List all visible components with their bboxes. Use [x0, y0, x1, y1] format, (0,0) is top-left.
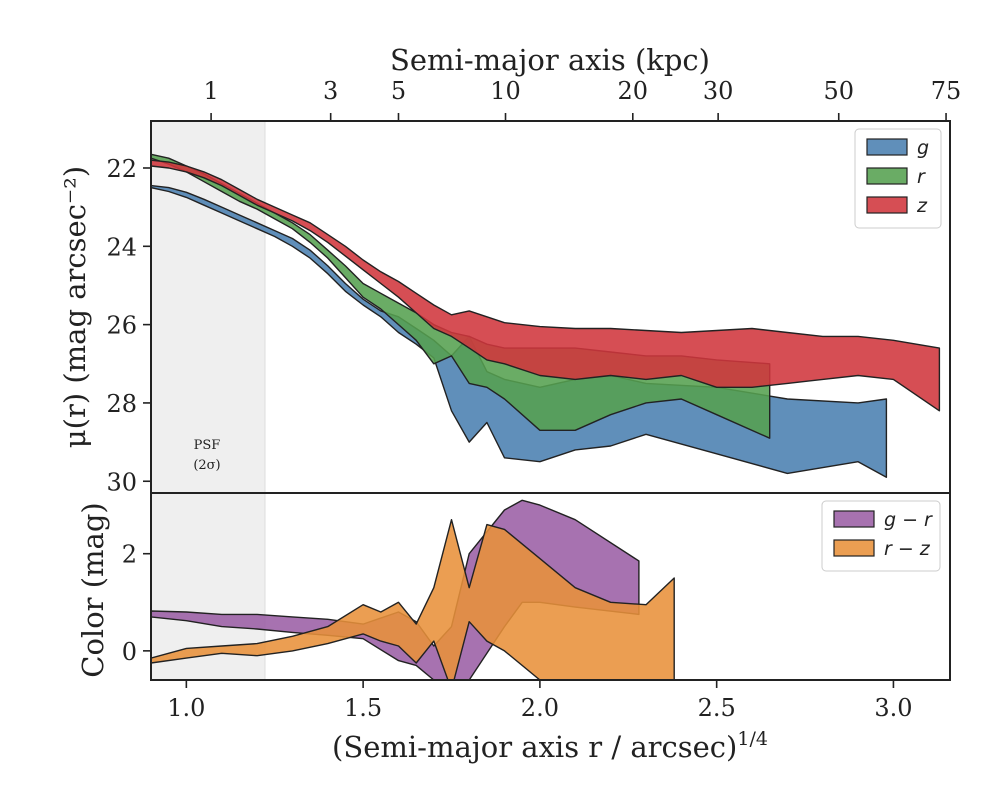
top-y-tick-label: 28	[106, 390, 137, 418]
legend-swatch	[866, 196, 908, 214]
x-tick-label: 1.5	[344, 694, 382, 722]
color-band-1	[151, 519, 675, 680]
bottom-panel-frame	[150, 492, 951, 681]
top-y-tick-label: 26	[106, 312, 137, 340]
top-x-tick-label: 30	[703, 77, 734, 105]
legend-label: g − r	[884, 509, 933, 531]
legend-label: z	[916, 195, 928, 217]
bottom-y-axis-label: Color (mag)	[76, 502, 110, 677]
top-y-tick-label: 30	[106, 468, 137, 496]
legend-label: r	[917, 166, 926, 188]
psf-label: PSF	[194, 438, 221, 453]
x-tick-label: 2.0	[521, 694, 559, 722]
legend-swatch	[833, 539, 875, 557]
top-y-axis-label: μ(r) (mag arcsec⁻²)	[58, 166, 92, 448]
legend-bottom: g − r r − z	[821, 500, 941, 572]
top-x-tick-label: 1	[203, 77, 218, 105]
x-tick-label: 2.5	[698, 694, 736, 722]
legend-label: r − z	[884, 538, 931, 560]
top-y-tick-label: 24	[106, 233, 137, 261]
color-series	[151, 499, 675, 680]
top-y-tick-label: 22	[106, 155, 137, 183]
x-axis-label-exponent: 1/4	[737, 728, 768, 750]
bottom-y-tick-label: 2	[122, 541, 137, 569]
top-x-tick-label: 5	[391, 77, 406, 105]
top-x-tick-label: 75	[931, 77, 962, 105]
x-axis-label-text: (Semi-major axis r / arcsec)	[332, 730, 737, 764]
x-tick-label: 3.0	[874, 694, 912, 722]
surface-brightness-band-2	[151, 159, 941, 412]
legend-swatch	[833, 510, 875, 528]
axes-ticks: 22 24 26 28 30 0 2 1.0 1.5 2.0 2.5 3.0 1 3 5 10 20 30 50 75…	[106, 77, 962, 722]
top-axis-label: Semi-major axis (kpc)	[390, 43, 710, 77]
surface-brightness-series	[151, 153, 941, 478]
x-axis-label: (Semi-major axis r / arcsec)1/4	[332, 728, 768, 764]
legend-top: grz	[854, 128, 942, 229]
x-tick-label: 1.0	[167, 694, 205, 722]
legend-label: g	[917, 137, 929, 159]
bottom-y-tick-label: 0	[122, 638, 137, 666]
top-x-tick-label: 10	[490, 77, 521, 105]
top-x-tick-label: 50	[823, 77, 854, 105]
top-x-tick-label: 20	[618, 77, 649, 105]
legend-swatch	[866, 138, 908, 156]
legend-swatch	[866, 167, 908, 185]
top-x-tick-label: 3	[323, 77, 338, 105]
psf-sublabel: (2σ)	[193, 458, 220, 473]
